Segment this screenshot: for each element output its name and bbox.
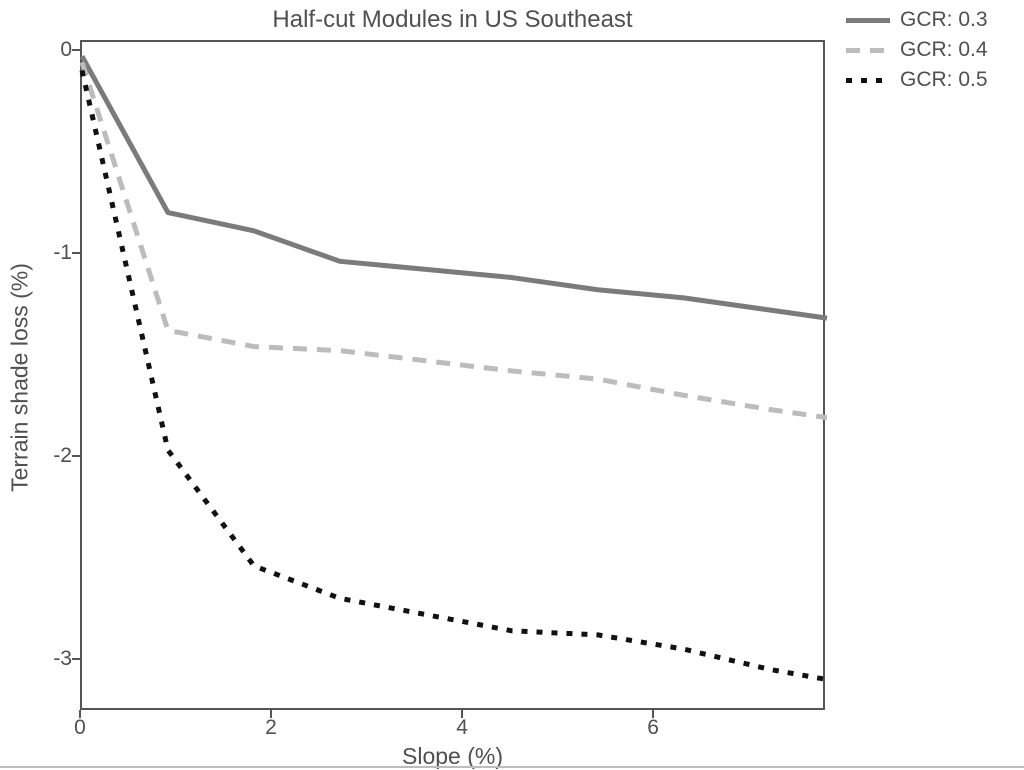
x-tick-label: 6: [633, 716, 673, 740]
y-tick-label: 0: [32, 38, 72, 62]
chart-title: Half-cut Modules in US Southeast: [80, 6, 825, 34]
legend-swatch: [846, 48, 890, 53]
chart-container: Half-cut Modules in US Southeast Terrain…: [0, 0, 1024, 769]
y-axis-label: Terrain shade loss (%): [7, 42, 34, 712]
legend: GCR: 0.3 GCR: 0.4 GCR: 0.5: [846, 8, 988, 98]
legend-item: GCR: 0.4: [846, 38, 988, 62]
page-bottom-rule: [0, 766, 1024, 768]
x-tick-mark: [652, 710, 654, 718]
y-tick-label: -1: [32, 241, 72, 265]
legend-item: GCR: 0.5: [846, 68, 988, 92]
y-tick-mark: [72, 49, 80, 51]
legend-label: GCR: 0.4: [900, 38, 988, 62]
x-tick-label: 4: [442, 716, 482, 740]
y-tick-label: -3: [32, 647, 72, 671]
y-tick-mark: [72, 252, 80, 254]
legend-label: GCR: 0.5: [900, 68, 988, 92]
legend-swatch: [846, 78, 890, 83]
x-tick-label: 0: [60, 716, 100, 740]
series-line: [82, 62, 827, 417]
legend-item: GCR: 0.3: [846, 8, 988, 32]
series-line: [82, 56, 827, 318]
y-tick-mark: [72, 658, 80, 660]
series-line: [82, 70, 827, 679]
x-tick-mark: [461, 710, 463, 718]
x-tick-mark: [270, 710, 272, 718]
legend-swatch: [846, 18, 890, 23]
legend-label: GCR: 0.3: [900, 8, 988, 32]
x-tick-label: 2: [251, 716, 291, 740]
y-tick-mark: [72, 455, 80, 457]
plot-area: [80, 40, 825, 710]
line-series-layer: [82, 40, 827, 710]
x-tick-mark: [79, 710, 81, 718]
y-tick-label: -2: [32, 444, 72, 468]
